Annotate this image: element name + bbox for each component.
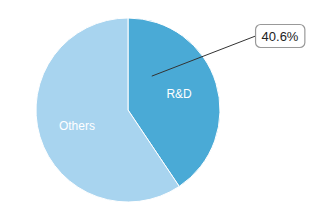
annotation: 40.6%: [152, 25, 305, 77]
annotation-box: [256, 25, 305, 48]
annotation-line: [152, 36, 256, 76]
annotation-text: 40.6%: [262, 29, 299, 44]
slice-label: R&D: [166, 87, 192, 101]
slices: [36, 18, 220, 202]
slice-label: Others: [59, 119, 95, 133]
pie-slice: [36, 18, 179, 202]
chart: R&D Others 40.6%: [0, 0, 330, 220]
slice-labels: R&D Others: [59, 87, 192, 132]
